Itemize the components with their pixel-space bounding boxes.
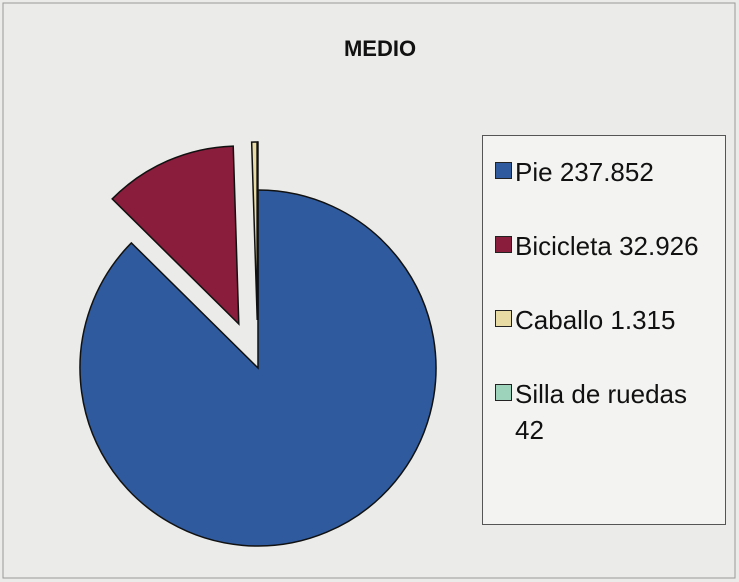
legend-value: 42 xyxy=(515,415,544,445)
pie-slice xyxy=(79,189,437,547)
legend-label: Caballo xyxy=(515,305,604,335)
legend-swatch xyxy=(495,310,512,327)
legend-value: 237.852 xyxy=(559,157,654,187)
legend-item: Caballo 1.315 xyxy=(495,302,725,338)
legend-text: Silla de ruedas 42 xyxy=(515,376,720,448)
legend-value: 32.926 xyxy=(619,231,699,261)
legend-swatch xyxy=(495,162,512,179)
legend-swatch xyxy=(495,236,512,253)
legend-text: Pie 237.852 xyxy=(515,154,720,190)
legend: Pie 237.852 Bicicleta 32.926 Caballo 1.315… xyxy=(482,135,726,525)
chart-title: MEDIO xyxy=(344,36,416,61)
legend-label: Pie xyxy=(515,157,553,187)
legend-value: 1.315 xyxy=(610,305,676,335)
legend-item: Silla de ruedas 42 xyxy=(495,376,725,448)
legend-item: Pie 237.852 xyxy=(495,154,725,190)
pie-slice xyxy=(250,141,258,321)
legend-swatch xyxy=(495,384,512,401)
legend-text: Bicicleta 32.926 xyxy=(515,228,720,264)
legend-label: Bicicleta xyxy=(515,231,612,261)
legend-label: Silla de ruedas xyxy=(515,379,687,409)
pie-slice xyxy=(111,145,240,326)
legend-text: Caballo 1.315 xyxy=(515,302,720,338)
legend-item: Bicicleta 32.926 xyxy=(495,228,725,264)
